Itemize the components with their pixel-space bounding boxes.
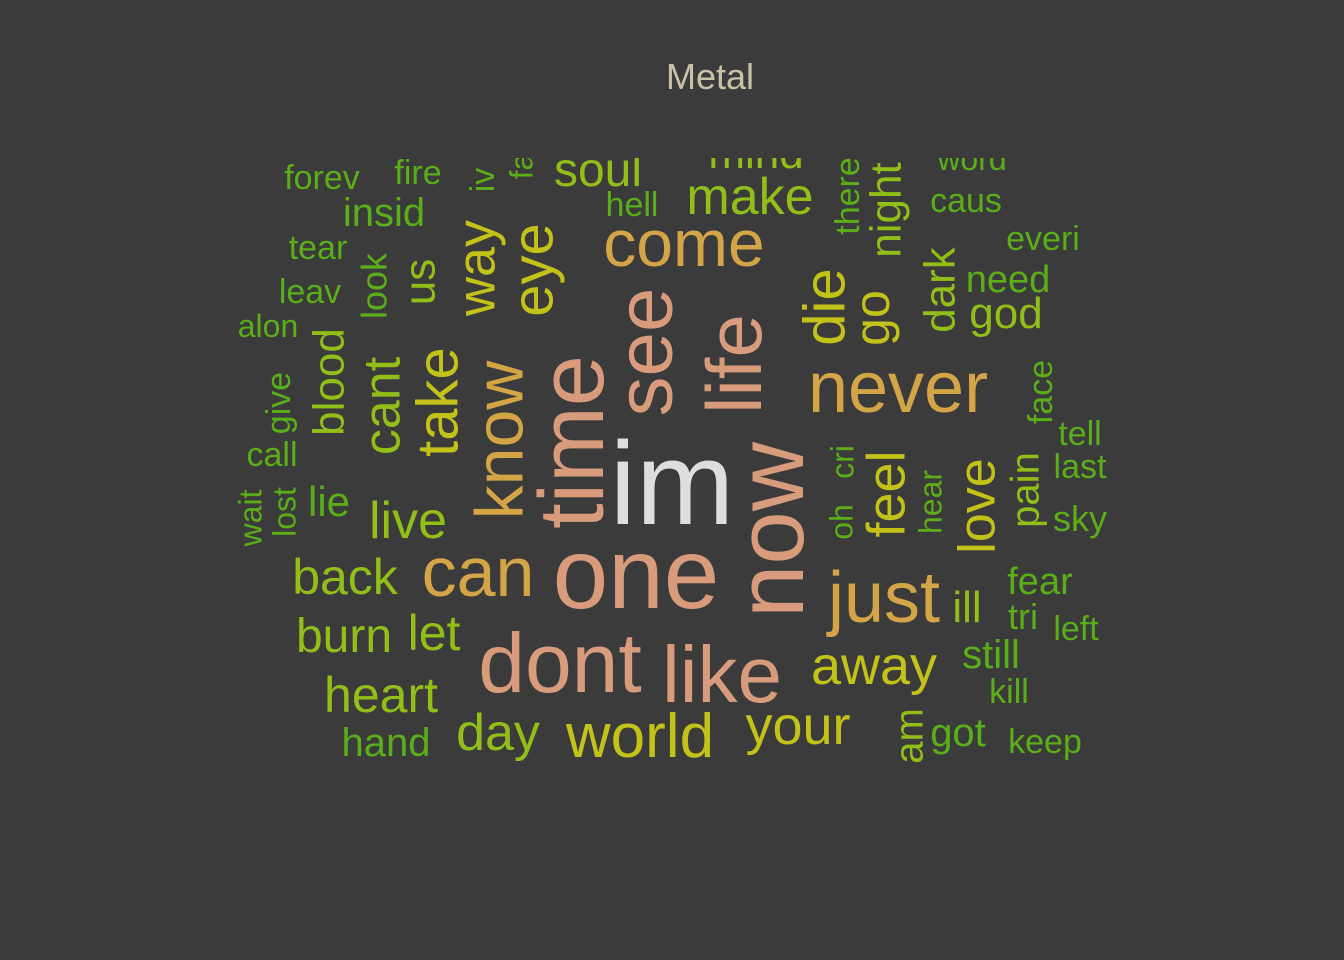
word-look: look bbox=[354, 252, 395, 319]
word-lost: lost bbox=[266, 487, 302, 537]
word-need: need bbox=[966, 259, 1051, 301]
word-us: us bbox=[396, 259, 445, 305]
word-everi: everi bbox=[1006, 220, 1080, 258]
word-like: like bbox=[662, 630, 782, 719]
word-away: away bbox=[811, 636, 937, 696]
word-now: now bbox=[717, 441, 824, 618]
word-fire: fire bbox=[394, 158, 441, 192]
word-day: day bbox=[456, 704, 540, 762]
word-fear: fear bbox=[1007, 561, 1073, 603]
word-keep: keep bbox=[1008, 723, 1082, 761]
word-burn: burn bbox=[296, 610, 392, 663]
word-iv: iv bbox=[464, 168, 502, 193]
word-insid: insid bbox=[343, 191, 425, 235]
word-caus: caus bbox=[930, 182, 1002, 220]
word-let: let bbox=[408, 605, 461, 661]
word-cant: cant bbox=[353, 356, 411, 455]
word-dark: dark bbox=[916, 246, 965, 333]
word-back: back bbox=[292, 549, 399, 605]
word-feel: feel bbox=[857, 450, 917, 537]
word-eye: eye bbox=[501, 223, 566, 317]
word-god: god bbox=[969, 289, 1042, 338]
word-left: left bbox=[1053, 610, 1099, 648]
word-hand: hand bbox=[342, 721, 431, 764]
word-got: got bbox=[930, 711, 986, 755]
word-word: word bbox=[936, 158, 1006, 177]
word-sky: sky bbox=[1053, 498, 1107, 539]
word-see: see bbox=[600, 288, 689, 417]
word-fa: fa bbox=[503, 158, 539, 179]
word-die: die bbox=[793, 268, 858, 345]
word-forev: forev bbox=[284, 159, 360, 197]
word-call: call bbox=[246, 436, 297, 474]
word-take: take bbox=[406, 347, 471, 457]
word-hell: hell bbox=[606, 186, 659, 224]
word-heart: heart bbox=[324, 667, 438, 723]
word-cri: cri bbox=[824, 445, 860, 479]
word-dont: dont bbox=[478, 616, 642, 710]
word-love: love bbox=[948, 458, 1006, 553]
word-just: just bbox=[826, 558, 940, 638]
word-face: face bbox=[1022, 360, 1060, 424]
word-life: life bbox=[690, 314, 778, 414]
word-am: am bbox=[888, 708, 932, 764]
word-tri: tri bbox=[1008, 596, 1038, 637]
word-come: come bbox=[603, 206, 764, 280]
word-never: never bbox=[808, 348, 988, 428]
word-wait: wait bbox=[232, 489, 268, 547]
word-blood: blood bbox=[305, 328, 354, 436]
word-can: can bbox=[422, 533, 535, 611]
word-time: time bbox=[521, 355, 623, 529]
word-ill: ill bbox=[952, 583, 981, 632]
word-mind: mind bbox=[708, 158, 803, 178]
word-leav: leav bbox=[279, 273, 341, 311]
word-one: one bbox=[553, 518, 720, 630]
word-world: world bbox=[565, 702, 714, 764]
word-hear: hear bbox=[912, 470, 948, 534]
word-your: your bbox=[745, 696, 850, 756]
chart-title: Metal bbox=[665, 56, 755, 97]
word-oh: oh bbox=[823, 504, 859, 540]
word-night: night bbox=[862, 162, 911, 257]
word-there: there bbox=[829, 158, 867, 235]
word-last: last bbox=[1054, 448, 1107, 486]
word-pain: pain bbox=[1004, 452, 1048, 528]
word-make: make bbox=[686, 168, 813, 226]
word-know: know bbox=[462, 360, 538, 520]
word-live: live bbox=[369, 492, 447, 550]
word-tell: tell bbox=[1058, 415, 1101, 453]
word-alon: alon bbox=[238, 308, 299, 344]
word-way: way bbox=[447, 220, 507, 317]
word-lie: lie bbox=[308, 478, 350, 525]
word-go: go bbox=[844, 290, 900, 346]
word-kill: kill bbox=[989, 673, 1029, 711]
wordcloud-clip-region: im one time now see life dont like never come just… bbox=[0, 158, 1344, 764]
word-tear: tear bbox=[289, 229, 348, 267]
word-still: still bbox=[962, 633, 1020, 677]
word-soul: soul bbox=[554, 158, 642, 197]
word-im: im bbox=[610, 418, 735, 550]
word-give: give bbox=[260, 372, 298, 434]
